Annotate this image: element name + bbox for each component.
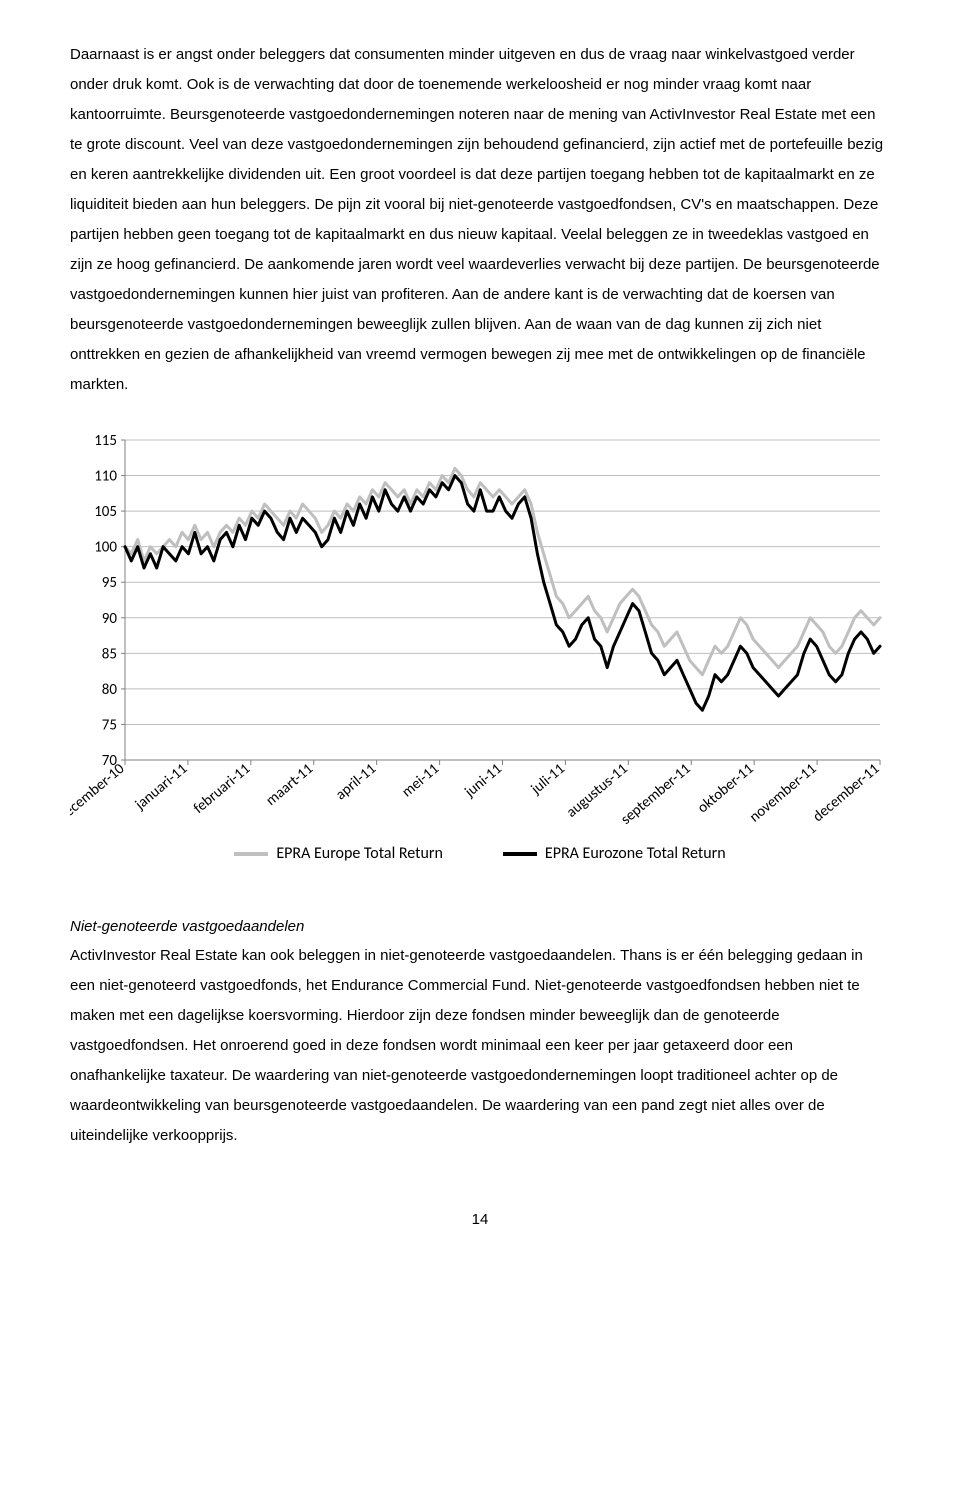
page-number: 14 xyxy=(70,1211,890,1228)
legend-swatch-eurozone xyxy=(503,852,537,856)
svg-text:oktober-11: oktober-11 xyxy=(694,760,757,817)
svg-text:95: 95 xyxy=(102,574,117,592)
svg-text:75: 75 xyxy=(102,716,117,734)
epra-return-chart: 707580859095100105110115december-10janua… xyxy=(70,430,890,890)
svg-text:105: 105 xyxy=(94,503,117,521)
svg-text:110: 110 xyxy=(94,468,117,486)
legend-item-eurozone: EPRA Eurozone Total Return xyxy=(503,844,726,863)
svg-text:januari-11: januari-11 xyxy=(131,760,191,814)
svg-text:maart-11: maart-11 xyxy=(263,760,317,810)
legend-label-eurozone: EPRA Eurozone Total Return xyxy=(545,844,726,863)
legend-item-europe: EPRA Europe Total Return xyxy=(234,844,443,863)
legend-label-europe: EPRA Europe Total Return xyxy=(276,844,443,863)
body-paragraph-1: Daarnaast is er angst onder beleggers da… xyxy=(70,40,890,400)
svg-text:85: 85 xyxy=(102,645,117,663)
svg-text:juli-11: juli-11 xyxy=(527,760,569,799)
svg-text:april-11: april-11 xyxy=(332,760,380,804)
legend-swatch-europe xyxy=(234,852,268,856)
svg-text:115: 115 xyxy=(94,432,117,450)
document-page: Daarnaast is er angst onder beleggers da… xyxy=(0,0,960,1258)
chart-legend: EPRA Europe Total Return EPRA Eurozone T… xyxy=(70,844,890,863)
svg-text:juni-11: juni-11 xyxy=(461,760,506,802)
svg-text:100: 100 xyxy=(94,539,117,557)
svg-text:februari-11: februari-11 xyxy=(190,760,254,818)
svg-text:mei-11: mei-11 xyxy=(399,760,443,801)
svg-text:90: 90 xyxy=(102,610,118,628)
body-paragraph-2: ActivInvestor Real Estate kan ook belegg… xyxy=(70,941,890,1151)
svg-text:december-10: december-10 xyxy=(70,760,129,826)
svg-text:september-11: september-11 xyxy=(617,760,694,829)
svg-text:november-11: november-11 xyxy=(746,760,820,826)
svg-text:december-11: december-11 xyxy=(810,760,884,826)
section-heading-niet-genoteerde: Niet-genoteerde vastgoedaandelen xyxy=(70,918,890,935)
svg-text:80: 80 xyxy=(102,681,118,699)
